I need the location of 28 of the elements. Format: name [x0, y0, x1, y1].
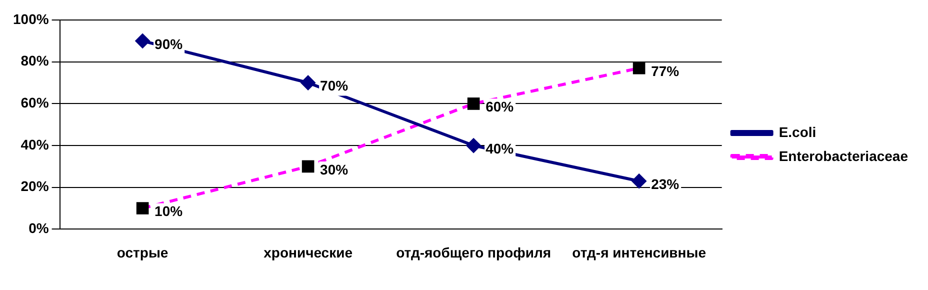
point — [136, 202, 149, 214]
data-label: 70% — [320, 78, 349, 94]
point — [632, 62, 646, 74]
legend-label: E.coli — [778, 124, 816, 140]
data-label: 40% — [486, 140, 514, 156]
data-label: 90% — [154, 36, 184, 52]
point — [467, 98, 480, 110]
y-tick-label: 40% — [20, 136, 50, 152]
y-tick-label: 20% — [20, 178, 50, 194]
x-tick-label: острые — [116, 244, 168, 260]
point — [135, 33, 150, 48]
point — [300, 75, 316, 90]
x-tick-label: хронические — [264, 244, 353, 260]
y-tick-label: 0% — [28, 220, 50, 236]
data-label: 60% — [486, 98, 514, 115]
point — [302, 160, 314, 173]
y-tick-label: 80% — [20, 52, 50, 69]
x-tick-label: отд-яобщего профиля — [396, 244, 552, 260]
y-tick-label: 100% — [12, 10, 50, 27]
data-label: 23% — [651, 176, 680, 192]
point — [466, 138, 482, 154]
x-tick-label: отд-я интенсивные — [572, 244, 706, 260]
data-label: 10% — [154, 203, 184, 220]
y-tick-label: 60% — [20, 94, 50, 111]
legend-label: Enterobacteriaceae — [778, 148, 908, 164]
data-label: 30% — [320, 161, 349, 178]
point — [632, 174, 647, 189]
data-label: 77% — [651, 62, 680, 79]
